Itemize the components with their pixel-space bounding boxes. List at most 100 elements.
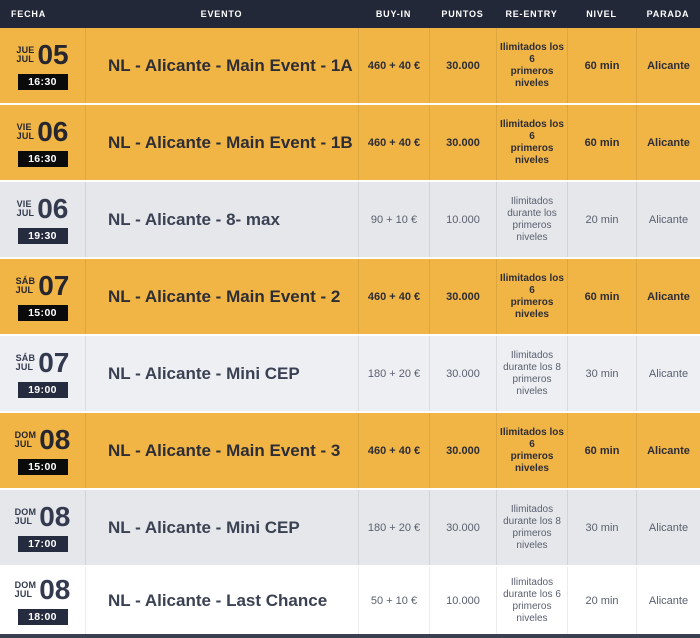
table-row[interactable]: DOM JUL 08 15:00 NL - Alicante - Main Ev… xyxy=(0,413,700,490)
table-row[interactable]: JUE JUL 05 16:30 NL - Alicante - Main Ev… xyxy=(0,28,700,105)
day-month-stack: DOM JUL xyxy=(15,508,37,526)
puntos-value: 30.000 xyxy=(429,259,496,334)
nivel-value: 60 min xyxy=(567,413,636,488)
buyin-value: 460 + 40 € xyxy=(358,28,429,103)
month-label: JUL xyxy=(14,439,33,449)
table-row[interactable]: VIE JUL 06 19:30 NL - Alicante - 8- max … xyxy=(0,182,700,259)
date-block: VIE JUL 06 xyxy=(17,195,69,223)
date-block: SÁB JUL 07 xyxy=(16,272,70,300)
event-name: NL - Alicante - Mini CEP xyxy=(85,490,358,565)
day-number: 06 xyxy=(37,193,69,224)
nivel-value: 60 min xyxy=(567,105,636,180)
month-label: JUL xyxy=(16,54,34,64)
column-header-fecha: FECHA xyxy=(11,9,46,19)
buyin-value: 180 + 20 € xyxy=(358,336,429,411)
buyin-value: 90 + 10 € xyxy=(358,182,429,257)
puntos-value: 30.000 xyxy=(429,490,496,565)
buyin-value: 460 + 40 € xyxy=(358,413,429,488)
table-header: FECHA EVENTO BUY-IN PUNTOS RE-ENTRY NIVE… xyxy=(0,0,700,28)
day-of-week-label: DOM xyxy=(14,430,37,440)
date-cell: DOM JUL 08 15:00 xyxy=(0,413,85,488)
table-row[interactable]: VIE JUL 06 16:30 NL - Alicante - Main Ev… xyxy=(0,105,700,182)
day-month-stack: DOM JUL xyxy=(15,581,37,599)
reentry-value: Ilimitados durante los 8 primeros nivele… xyxy=(496,336,567,411)
date-block: DOM JUL 08 xyxy=(15,576,71,604)
date-block: JUE JUL 05 xyxy=(16,41,68,69)
date-block: DOM JUL 08 xyxy=(15,503,71,531)
buyin-value: 50 + 10 € xyxy=(358,567,429,634)
puntos-value: 10.000 xyxy=(429,567,496,634)
time-badge: 19:30 xyxy=(17,228,68,244)
event-name: NL - Alicante - Main Event - 2 xyxy=(85,259,358,334)
date-cell: SÁB JUL 07 15:00 xyxy=(0,259,85,334)
day-month-stack: SÁB JUL xyxy=(16,354,36,372)
day-number: 08 xyxy=(39,501,71,532)
date-block: VIE JUL 06 xyxy=(17,118,69,146)
month-label: JUL xyxy=(14,516,33,526)
date-cell: DOM JUL 08 18:00 xyxy=(0,567,85,634)
time-badge: 15:00 xyxy=(17,459,68,475)
reentry-value: Ilimitados los 6 primeros niveles xyxy=(496,105,567,180)
time-badge: 19:00 xyxy=(17,382,68,398)
month-label: JUL xyxy=(16,208,35,218)
column-header-reentry: RE-ENTRY xyxy=(505,9,558,19)
nivel-value: 30 min xyxy=(567,490,636,565)
puntos-value: 30.000 xyxy=(429,28,496,103)
event-name: NL - Alicante - Main Event - 3 xyxy=(85,413,358,488)
day-number: 06 xyxy=(37,116,69,147)
table-row[interactable]: SÁB JUL 07 19:00 NL - Alicante - Mini CE… xyxy=(0,336,700,413)
date-block: SÁB JUL 07 xyxy=(16,349,70,377)
reentry-value: Ilimitados los 6 primeros niveles xyxy=(496,28,567,103)
event-name: NL - Alicante - Mini CEP xyxy=(85,336,358,411)
day-of-week-label: JUE xyxy=(16,45,35,55)
buyin-value: 180 + 20 € xyxy=(358,490,429,565)
day-month-stack: VIE JUL xyxy=(17,123,35,141)
day-number: 08 xyxy=(39,424,71,455)
column-header-parada: PARADA xyxy=(646,9,690,19)
column-header-buyin: BUY-IN xyxy=(375,9,412,19)
day-month-stack: SÁB JUL xyxy=(16,277,36,295)
day-of-week-label: SÁB xyxy=(15,276,36,286)
day-number: 07 xyxy=(38,270,70,301)
date-cell: VIE JUL 06 16:30 xyxy=(0,105,85,180)
parada-value: Alicante xyxy=(636,182,700,257)
buyin-value: 460 + 40 € xyxy=(358,259,429,334)
reentry-value: Ilimitados los 6 primeros niveles xyxy=(496,413,567,488)
nivel-value: 20 min xyxy=(567,567,636,634)
parada-value: Alicante xyxy=(636,413,700,488)
date-block: DOM JUL 08 xyxy=(15,426,71,454)
puntos-value: 30.000 xyxy=(429,413,496,488)
day-number: 07 xyxy=(38,347,70,378)
day-of-week-label: VIE xyxy=(16,199,32,209)
date-cell: SÁB JUL 07 19:00 xyxy=(0,336,85,411)
day-of-week-label: DOM xyxy=(14,507,37,517)
reentry-value: Ilimitados los 6 primeros niveles xyxy=(496,259,567,334)
event-name: NL - Alicante - Main Event - 1B xyxy=(85,105,358,180)
month-label: JUL xyxy=(16,131,35,141)
table-row[interactable]: DOM JUL 08 17:00 NL - Alicante - Mini CE… xyxy=(0,490,700,567)
parada-value: Alicante xyxy=(636,28,700,103)
date-cell: JUE JUL 05 16:30 xyxy=(0,28,85,103)
reentry-value: Ilimitados durante los 6 primeros nivele… xyxy=(496,567,567,634)
table-row[interactable]: SÁB JUL 07 15:00 NL - Alicante - Main Ev… xyxy=(0,259,700,336)
puntos-value: 10.000 xyxy=(429,182,496,257)
table-row[interactable]: DOM JUL 08 18:00 NL - Alicante - Last Ch… xyxy=(0,567,700,638)
parada-value: Alicante xyxy=(636,490,700,565)
event-name: NL - Alicante - Main Event - 1A xyxy=(85,28,358,103)
day-of-week-label: DOM xyxy=(14,580,37,590)
date-cell: VIE JUL 06 19:30 xyxy=(0,182,85,257)
column-header-puntos: PUNTOS xyxy=(441,9,484,19)
puntos-value: 30.000 xyxy=(429,336,496,411)
time-badge: 16:30 xyxy=(17,74,68,90)
event-name: NL - Alicante - 8- max xyxy=(85,182,358,257)
time-badge: 16:30 xyxy=(17,151,68,167)
puntos-value: 30.000 xyxy=(429,105,496,180)
time-badge: 18:00 xyxy=(17,609,68,625)
month-label: JUL xyxy=(15,362,34,372)
day-number: 05 xyxy=(37,39,69,70)
parada-value: Alicante xyxy=(636,105,700,180)
nivel-value: 60 min xyxy=(567,28,636,103)
time-badge: 17:00 xyxy=(17,536,68,552)
column-header-evento: EVENTO xyxy=(200,9,243,19)
